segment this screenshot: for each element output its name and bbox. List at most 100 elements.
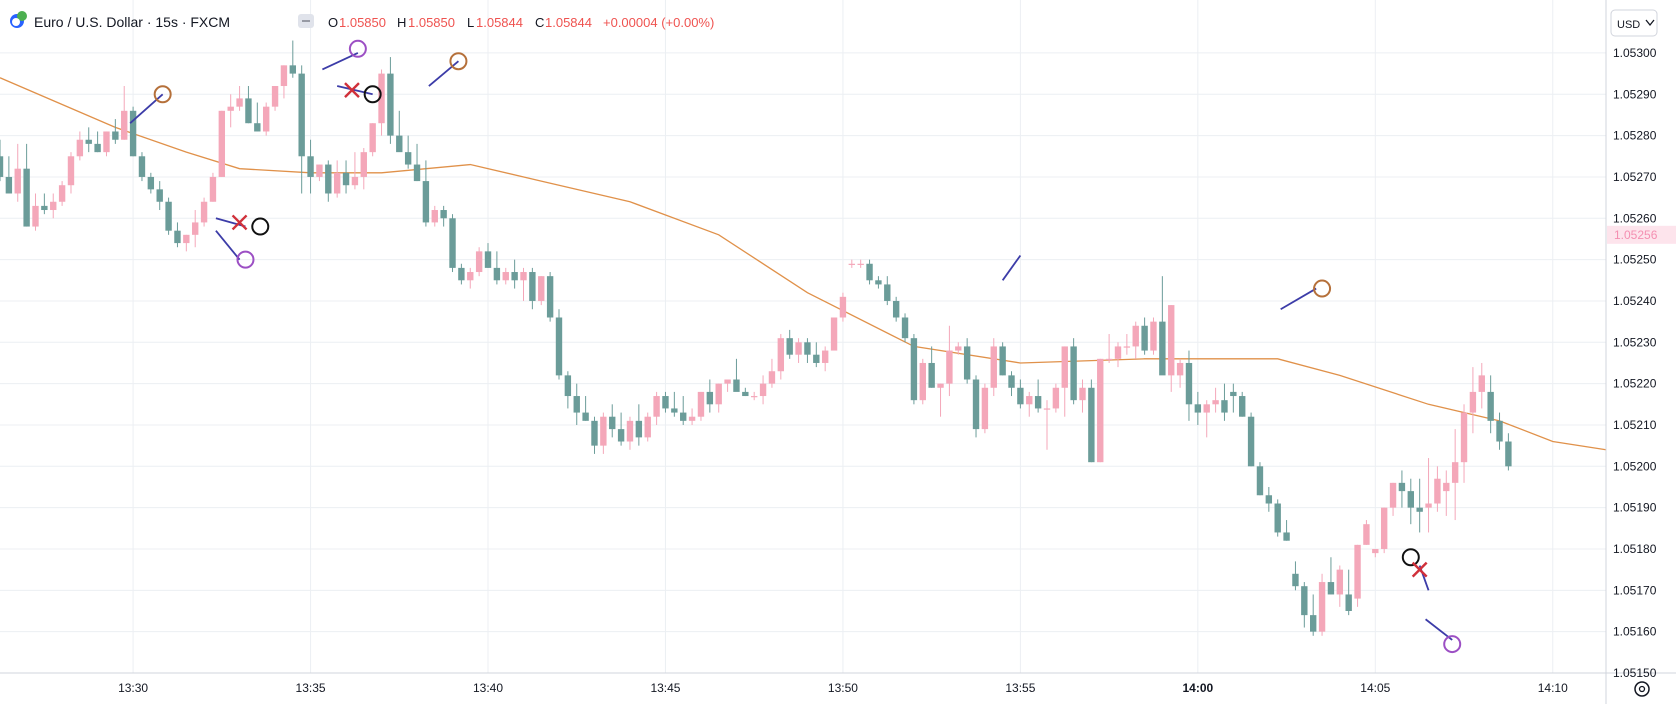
currency-label: USD <box>1617 19 1640 31</box>
candle-body <box>733 379 740 392</box>
candle-body <box>1478 375 1485 392</box>
ohlc-high-value: 1.05850 <box>408 15 455 30</box>
candle-body <box>174 230 181 244</box>
annotation-circle-brown[interactable] <box>449 52 468 71</box>
candle <box>520 267 527 301</box>
annotation-line[interactable] <box>1280 287 1317 311</box>
time-tick-label: 13:30 <box>118 681 148 695</box>
candle-body <box>777 338 785 372</box>
candle <box>1487 375 1494 434</box>
candle-body <box>431 210 438 223</box>
price-tick-label: 1.05150 <box>1613 666 1657 680</box>
annotation-circle-black[interactable] <box>251 217 270 236</box>
candle <box>697 391 705 421</box>
annotation-circle-purple[interactable] <box>348 39 367 58</box>
candle <box>227 94 234 128</box>
candle <box>298 65 305 194</box>
candle-body <box>1132 325 1139 347</box>
candle <box>751 391 758 401</box>
price-tick-label: 1.05290 <box>1613 87 1657 101</box>
annotations <box>129 39 1462 654</box>
candle <box>1034 379 1042 413</box>
ohlc-low-key: L <box>467 15 474 30</box>
symbol-title[interactable]: Euro / U.S. Dollar · 15s · FXCM <box>34 14 230 30</box>
candle <box>901 313 909 343</box>
annotation-line[interactable] <box>215 217 246 228</box>
symbol-logo-icon[interactable] <box>10 11 27 28</box>
candle-body <box>706 391 714 405</box>
candle-body <box>697 391 705 417</box>
candle <box>990 338 997 397</box>
candle-body <box>1203 404 1210 413</box>
candle-body <box>396 135 403 153</box>
candle-body <box>307 156 314 177</box>
candle-body <box>1043 408 1051 410</box>
candle-body <box>121 110 128 140</box>
candle-body <box>1194 404 1202 413</box>
annotation-line[interactable] <box>322 52 359 71</box>
candle <box>1088 379 1095 463</box>
ohlc-low-value: 1.05844 <box>476 15 523 30</box>
annotation-line[interactable] <box>336 85 373 96</box>
candle-body <box>85 139 92 144</box>
candle <box>369 123 376 157</box>
candle <box>23 143 30 227</box>
candle-body <box>671 408 678 413</box>
annotation-circle-black[interactable] <box>1401 548 1420 567</box>
price-tick-label: 1.05230 <box>1613 335 1657 349</box>
annotation-circle-purple[interactable] <box>236 250 255 269</box>
settings-gear-icon[interactable] <box>1634 681 1650 697</box>
price-tick-label: 1.05160 <box>1613 625 1657 639</box>
annotation-line[interactable] <box>215 230 241 261</box>
candle-body <box>1460 412 1468 463</box>
annotation-line[interactable] <box>1001 254 1022 281</box>
candle-body <box>1017 387 1024 405</box>
annotation-cross[interactable] <box>1411 561 1428 578</box>
candle <box>813 342 820 368</box>
annotation-circle-brown[interactable] <box>1313 279 1332 298</box>
candle <box>493 251 501 285</box>
currency-selector[interactable]: USD <box>1610 9 1658 37</box>
time-axis[interactable]: 13:30 13:35 13:40 13:45 13:50 13:55 14:00 14:05… <box>118 681 1568 695</box>
candle <box>467 267 474 289</box>
candle-body <box>351 176 359 186</box>
candle <box>378 69 385 136</box>
candle <box>1443 470 1450 516</box>
annotation-circle-purple[interactable] <box>1443 635 1462 654</box>
moving-average <box>0 77 1607 451</box>
candle-body <box>1185 362 1193 405</box>
annotation-cross[interactable] <box>344 82 360 98</box>
candle-body <box>600 416 607 446</box>
annotation-circle-brown[interactable] <box>153 85 172 104</box>
candle-body <box>112 131 119 140</box>
flag-indicator[interactable] <box>298 14 314 28</box>
time-tick-label: 13:45 <box>650 681 680 695</box>
candle-body <box>511 272 518 281</box>
annotation-line[interactable] <box>129 93 164 124</box>
candle-body <box>1168 305 1175 376</box>
candle-body <box>1247 416 1255 467</box>
candle <box>1496 412 1503 450</box>
candle <box>1345 569 1352 616</box>
candle-body <box>1114 346 1122 359</box>
candle-body <box>609 416 616 430</box>
annotation-cross[interactable] <box>231 214 248 231</box>
candle-body <box>467 272 474 281</box>
moving-average-line <box>0 77 1607 451</box>
candle-body <box>23 168 30 227</box>
candle <box>129 106 137 157</box>
candle-body <box>1292 573 1299 587</box>
candle <box>440 205 447 227</box>
candle <box>192 210 199 248</box>
candle-body <box>866 263 873 281</box>
candle <box>271 86 279 111</box>
candle-body <box>759 383 767 397</box>
candle <box>653 391 660 425</box>
annotation-circle-black[interactable] <box>363 85 382 104</box>
price-axis[interactable]: 1.05300 1.05290 1.05280 1.05270 1.05260 1.052… <box>1613 46 1657 680</box>
candle-body <box>493 267 501 281</box>
annotation-line[interactable] <box>428 60 460 87</box>
candle <box>1247 412 1255 467</box>
ohlc-high-key: H <box>397 15 406 30</box>
